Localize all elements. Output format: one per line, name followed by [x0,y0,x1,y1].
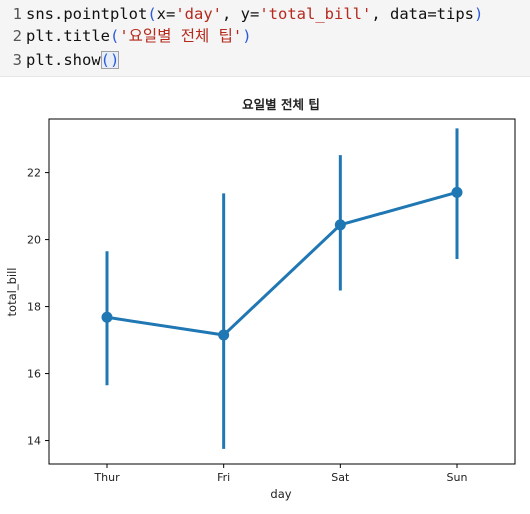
cell-output: 요일별 전체 팁 14 16 18 20 22 Thur Fri Sat Sun day to… [0,86,530,510]
code-token: , data=tips [371,5,474,23]
code-token: plt.show [26,51,101,69]
code-token: x= [156,5,176,23]
line-number: 3 [12,51,22,69]
y-tick-label: 18 [27,301,41,314]
y-tick-label: 22 [27,167,41,180]
code-paren: ) [242,27,252,45]
x-tick-label: Sat [331,471,350,484]
code-string: 'day' [175,5,223,23]
x-tick-label: Fri [217,471,230,484]
code-string: '요일별 전체 팁' [119,27,243,45]
code-token: sns.pointplot [26,5,148,23]
line-number: 1 [12,5,22,23]
y-axis: 14 16 18 20 22 [27,167,49,448]
y-axis-label: total_bill [5,268,19,317]
line-number: 2 [12,27,22,45]
data-point [218,329,230,341]
code-token: , y= [222,5,260,23]
series-line [106,190,458,337]
x-tick-label: Sun [447,471,468,484]
data-point [101,311,113,323]
code-line-1[interactable]: 1 sns.pointplot(x='day', y='total_bill', … [0,2,530,26]
code-line-3[interactable]: 3 plt.show() [0,48,530,72]
code-paren: () [100,51,120,69]
code-cell[interactable]: 1 sns.pointplot(x='day', y='total_bill', … [0,0,530,77]
x-tick-label: Thur [93,471,120,484]
code-paren: ( [110,27,120,45]
plot-area-frame [48,118,516,465]
y-tick-label: 14 [27,435,41,448]
chart-title: 요일별 전체 팁 [242,97,320,112]
code-string: 'total_bill' [259,5,372,23]
x-axis: Thur Fri Sat Sun [93,464,467,484]
data-point [334,219,346,231]
data-point [451,186,463,198]
pointplot-chart: 요일별 전체 팁 14 16 18 20 22 Thur Fri Sat Sun day to… [5,97,516,501]
code-paren: ) [473,5,484,23]
code-line-2[interactable]: 2 plt.title('요일별 전체 팁') [0,24,530,48]
y-tick-label: 20 [27,234,41,247]
x-axis-label: day [270,487,291,501]
series-total-bill [101,128,463,449]
y-tick-label: 16 [27,368,41,381]
code-paren: ( [147,5,157,23]
code-token: plt.title [26,27,110,45]
